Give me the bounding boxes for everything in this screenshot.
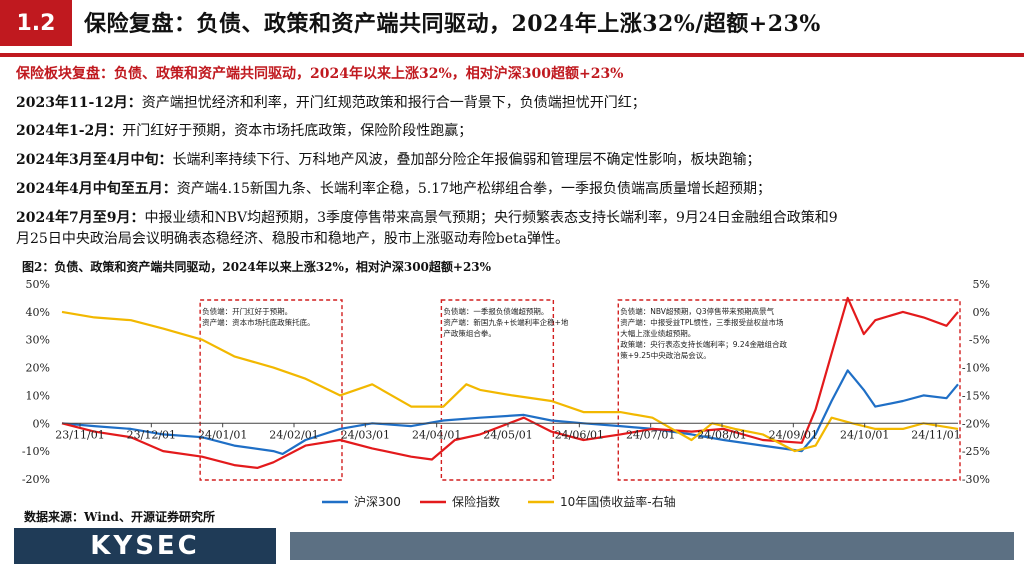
paragraph-label: 2024年1-2月：	[16, 123, 123, 139]
left-tick-label: 10%	[26, 389, 50, 402]
left-axis-ticks: 50% 40% 30% 20% 10% 0% -10% -20%	[22, 278, 50, 486]
paragraph-text: 资产端4.15新国九条、长端利率企稳，5.17地产松绑组合拳，一季报负债端高质量…	[176, 181, 772, 197]
series-line	[61, 310, 959, 453]
annotation-text: 负债端：NBV超预期，Q3停售带来预期高景气	[620, 306, 774, 316]
data-source: 数据来源：Wind、开源证券研究所	[24, 510, 215, 524]
paragraph-2024-jan-feb: 2024年1-2月：开门红好于预期，资本市场托底政策，保险阶段性跑赢；	[16, 120, 472, 140]
paragraph-2024-jul-sep-cont: 月25日中央政治局会议明确表态稳经济、稳股市和稳地产，股市上涨驱动寿险beta弹…	[16, 228, 569, 248]
paragraph-text: 长端利率持续下行、万科地产风波，叠加部分险企年报偏弱和管理层不确定性影响，板块跑…	[172, 152, 761, 168]
left-tick-label: 0%	[33, 417, 50, 430]
line-chart: 50% 40% 30% 20% 10% 0% -10% -20% 5% 0% -5% -10% -15…	[22, 278, 990, 509]
annotation-text: 负债端：开门红好于预期。	[202, 306, 292, 316]
annotation-text: 负债端：一季报负债端超预期。	[443, 306, 548, 316]
page-title: 保险复盘：负债、政策和资产端共同驱动，2024年上涨32%/超额+23%	[84, 11, 821, 37]
paragraph-label: 2024年7月至9月：	[16, 210, 145, 226]
right-tick-label: -25%	[962, 445, 990, 458]
series-line	[61, 369, 959, 455]
series-line	[61, 296, 959, 469]
annotation-box	[440, 299, 555, 481]
paragraph-2023-nov-dec: 2023年11-12月：资产端担忧经济和利率，开门红规范政策和报行合一背景下，负…	[16, 92, 646, 112]
company-logo: KYSEC	[14, 528, 276, 564]
paragraph-2024-jul-sep: 2024年7月至9月：中报业绩和NBV均超预期，3季度停售带来高景气预期；央行频…	[16, 207, 838, 227]
paragraph-label: 2024年4月中旬至五月：	[16, 181, 177, 197]
legend: 沪深300 保险指数 10年国债收益率-右轴	[322, 494, 676, 509]
paragraph-text: 月25日中央政治局会议明确表态稳经济、稳股市和稳地产，股市上涨驱动寿险beta弹…	[16, 231, 570, 247]
left-tick-label: 40%	[26, 306, 50, 319]
annotation-box	[199, 299, 343, 481]
legend-label: 10年国债收益率-右轴	[560, 494, 676, 509]
right-tick-label: -20%	[962, 417, 990, 430]
left-tick-label: 20%	[26, 362, 50, 375]
annotation-text: 大幅上涨业绩超预期。	[620, 328, 695, 338]
footer-bar	[290, 532, 1014, 560]
paragraph-label: 2024年3月至4月中旬：	[16, 152, 173, 168]
paragraph-text: 资产端担忧经济和利率，开门红规范政策和报行合一背景下，负债端担忧开门红；	[141, 95, 646, 111]
x-tick-label: 24/02/01	[269, 428, 318, 441]
x-tick-label: 23/11/01	[55, 428, 104, 441]
paragraph-text: 开门红好于预期，资本市场托底政策，保险阶段性跑赢；	[122, 123, 473, 139]
figure-title: 图2：负债、政策和资产端共同驱动，2024年以来上涨32%，相对沪深300超额+…	[22, 260, 492, 274]
x-tick-label: 24/09/01	[769, 428, 818, 441]
right-tick-label: -5%	[969, 334, 990, 347]
annotation-box	[617, 299, 961, 481]
right-tick-label: 0%	[973, 306, 990, 319]
x-tick-label: 24/03/01	[341, 428, 390, 441]
right-tick-label: -10%	[962, 362, 990, 375]
right-axis-ticks: 5% 0% -5% -10% -15% -20% -25% -30%	[962, 278, 990, 486]
legend-label: 沪深300	[354, 495, 401, 509]
paragraph-2024-apr-may: 2024年4月中旬至五月：资产端4.15新国九条、长端利率企稳，5.17地产松绑…	[16, 178, 771, 198]
annotation-text: 政策端：央行表态支持长端利率；9.24金融组合政	[620, 339, 787, 349]
annotation-text: 资产端：资本市场托底政策托底。	[202, 317, 315, 327]
x-tick-label: 24/06/01	[555, 428, 604, 441]
annotation-text: 产政策组合拳。	[443, 328, 496, 338]
legend-label: 保险指数	[452, 494, 500, 509]
right-tick-label: 5%	[973, 278, 990, 291]
paragraph-label: 2023年11-12月：	[16, 95, 142, 111]
right-tick-label: -15%	[962, 389, 990, 402]
summary-heading: 保险板块复盘：负债、政策和资产端共同驱动，2024年以来上涨32%，相对沪深30…	[16, 66, 624, 82]
left-tick-label: -20%	[22, 473, 50, 486]
left-tick-label: 30%	[26, 334, 50, 347]
x-tick-label: 24/07/01	[626, 428, 675, 441]
annotation-text: 资产端：新国九条+长端利率企稳+地	[443, 317, 569, 327]
annotation-text: 资产端：中报受益TPL惯性，三季报受益权益市场	[620, 317, 784, 327]
left-tick-label: 50%	[26, 278, 50, 291]
section-number-badge: 1.2	[0, 0, 72, 46]
header-divider	[0, 53, 1024, 57]
x-tick-label: 24/04/01	[412, 428, 461, 441]
x-tick-label: 24/08/01	[697, 428, 746, 441]
right-tick-label: -30%	[962, 473, 990, 486]
x-tick-label: 24/11/01	[911, 428, 960, 441]
series-lines	[61, 296, 959, 469]
x-tick-label: 23/12/01	[127, 428, 176, 441]
x-tick-label: 24/01/01	[198, 428, 247, 441]
x-axis: 23/11/01 23/12/01 24/01/01 24/02/01 24/03/01…	[55, 422, 961, 441]
annotation-text: 策+9.25中央政治局会议。	[620, 350, 710, 360]
paragraph-2024-mar-apr: 2024年3月至4月中旬：长端利率持续下行、万科地产风波，叠加部分险企年报偏弱和…	[16, 149, 760, 169]
x-tick-label: 24/05/01	[483, 428, 532, 441]
left-tick-label: -10%	[22, 445, 50, 458]
paragraph-text: 中报业绩和NBV均超预期，3季度停售带来高景气预期；央行频繁表态支持长端利率，9…	[144, 210, 838, 226]
annotation-boxes: 负债端：开门红好于预期。资产端：资本市场托底政策托底。 负债端：一季报负债端超预期…	[199, 299, 961, 481]
x-tick-label: 24/10/01	[840, 428, 889, 441]
